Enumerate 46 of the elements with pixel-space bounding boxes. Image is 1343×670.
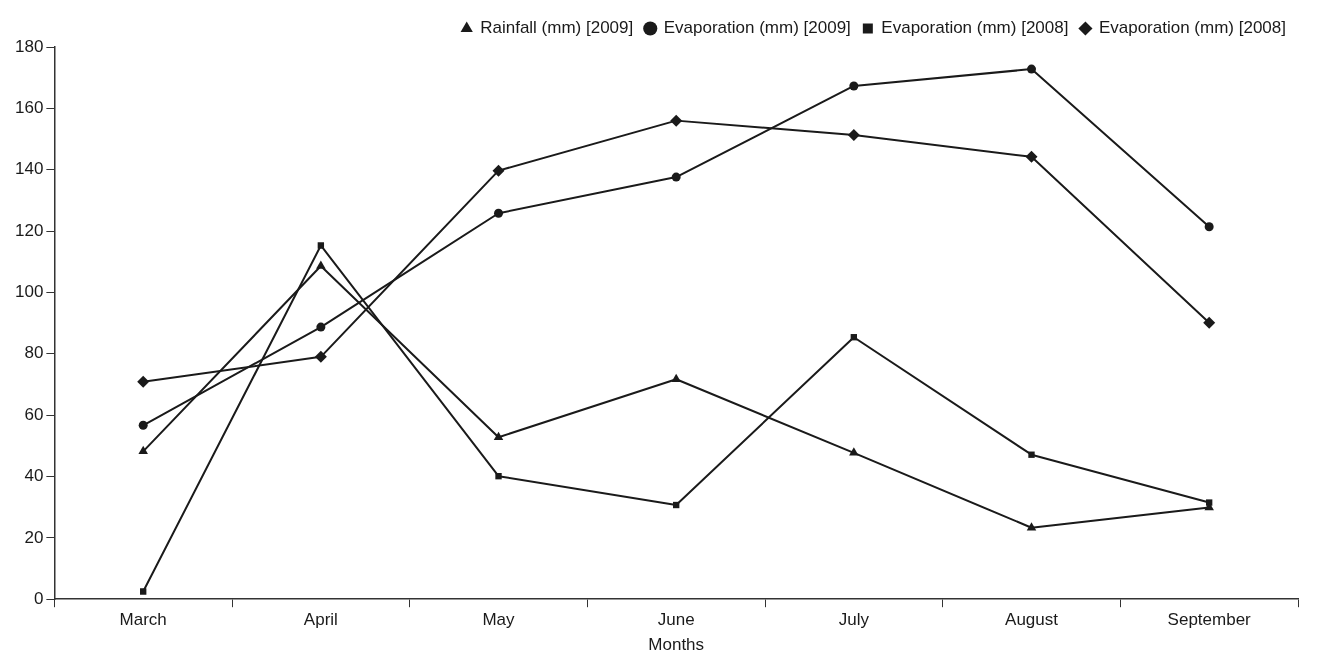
y-tick-label: 140 [14, 159, 44, 179]
y-tick-label: 180 [14, 36, 44, 56]
y-tick-label: 20 [24, 527, 44, 547]
legend-label: Evaporation (mm) [2008] [1098, 18, 1287, 38]
legend-label: Rainfall (mm) [2009] [480, 18, 634, 38]
x-tick-label: August [1005, 610, 1059, 630]
point [492, 164, 505, 177]
y-tick-label: 0 [33, 588, 44, 608]
point [316, 260, 326, 269]
x-tick-label: July [838, 610, 870, 630]
x-tick-label: September [1167, 610, 1252, 630]
point [138, 445, 148, 455]
x-tick-label: April [303, 610, 338, 630]
point [316, 322, 326, 332]
legend-label: Evaporation (mm) [2009] [663, 18, 851, 38]
y-tick-label: 120 [14, 220, 44, 240]
y-tick-label: 80 [24, 343, 44, 363]
point [1204, 222, 1214, 232]
point [849, 447, 859, 456]
point [849, 81, 859, 91]
point [493, 431, 504, 440]
point [314, 350, 327, 363]
point [494, 208, 504, 218]
y-tick-label: 100 [14, 282, 44, 302]
point [317, 242, 325, 249]
x-axis-title: Months [648, 635, 705, 655]
y-tick-label: 40 [24, 466, 44, 486]
point [1028, 451, 1035, 458]
y-tick-label: 160 [14, 98, 44, 118]
x-tick-label: June [657, 610, 695, 630]
point [1027, 64, 1037, 74]
point [137, 375, 150, 388]
x-tick-label: March [119, 610, 167, 630]
point [495, 473, 502, 480]
point [138, 420, 148, 430]
point [847, 129, 860, 142]
point [1026, 522, 1037, 531]
y-tick-label: 60 [24, 404, 44, 424]
legend-label: Evaporation (mm) [2008] [881, 18, 1069, 38]
x-tick-label: May [482, 610, 516, 630]
point [670, 114, 683, 127]
point [1203, 316, 1216, 329]
point [671, 373, 681, 382]
point [1025, 150, 1038, 163]
point [140, 588, 147, 595]
point [671, 172, 681, 182]
